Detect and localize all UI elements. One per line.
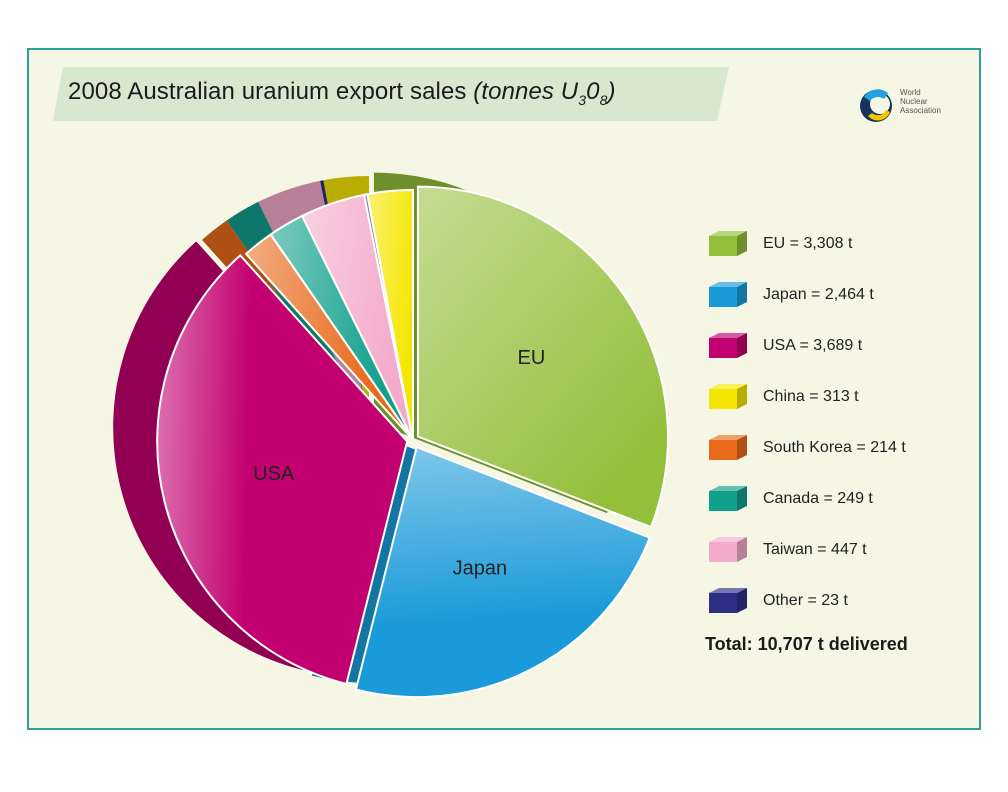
chart-title-unit: (tonnes U308): [473, 78, 616, 108]
legend-label: Japan = 2,464 t: [763, 286, 874, 303]
pie-slice-usa: [156, 253, 409, 686]
legend-label: USA = 3,689 t: [763, 337, 863, 354]
cube-icon: [709, 231, 747, 256]
title-band: 2008 Australian uranium export sales (to…: [53, 67, 729, 121]
cube-icon: [709, 435, 747, 460]
chart-title: 2008 Australian uranium export sales (to…: [68, 78, 616, 108]
legend-label: China = 313 t: [763, 388, 859, 405]
slice-label-usa: USA: [253, 463, 295, 485]
slice-label-japan: Japan: [453, 558, 508, 580]
title-background: [53, 67, 729, 121]
chart-title-main: 2008 Australian uranium export sales: [68, 78, 467, 105]
pie-slice-china: [366, 188, 414, 441]
wna-logo-text: World Nuclear Association: [900, 88, 941, 115]
pie-slice-japan: [354, 445, 652, 699]
cube-icon: [709, 537, 747, 562]
wna-logo-icon: [860, 89, 892, 122]
cube-icon: [709, 282, 747, 307]
cube-icon: [709, 384, 747, 409]
legend-label: South Korea = 214 t: [763, 439, 906, 456]
legend-label: Taiwan = 447 t: [763, 541, 867, 558]
wna-logo: World Nuclear Association: [858, 86, 968, 126]
slice-label-eu: EU: [518, 347, 546, 369]
total-delivered: Total: 10,707 t delivered: [705, 634, 908, 654]
legend-label: Canada = 249 t: [763, 490, 873, 507]
cube-icon: [709, 486, 747, 511]
cube-icon: [709, 588, 747, 613]
legend-label: EU = 3,308 t: [763, 235, 853, 252]
cube-icon: [709, 333, 747, 358]
legend-label: Other = 23 t: [763, 592, 848, 609]
pie-slice-eu: [416, 185, 669, 529]
